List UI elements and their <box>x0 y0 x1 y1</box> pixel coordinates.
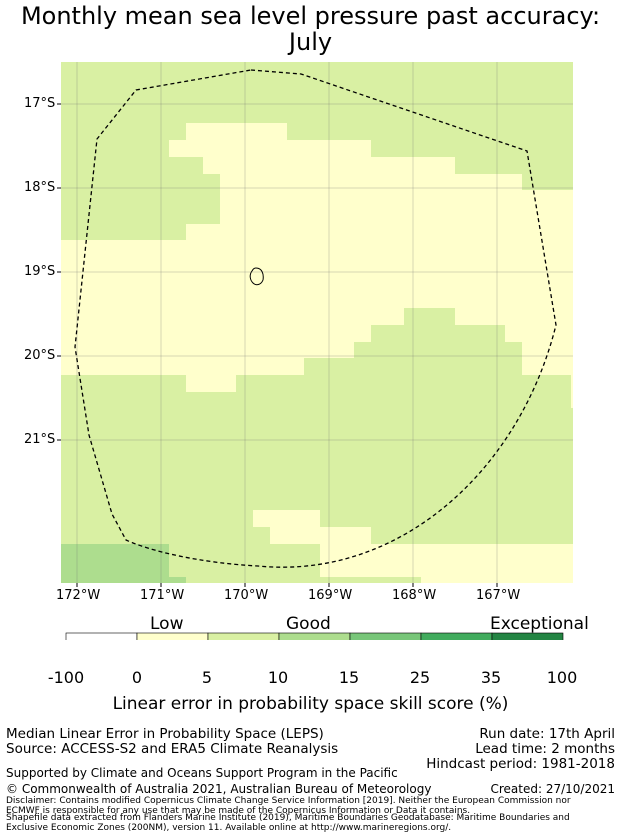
colorbar-title: Linear error in probability space skill … <box>112 694 509 714</box>
colorbar-segment <box>136 632 209 640</box>
lon-ticks <box>76 583 498 587</box>
colorbar-tick: 15 <box>338 668 360 687</box>
source-text: Source: ACCESS-S2 and ERA5 Climate Reana… <box>6 741 339 757</box>
created-date: Created: 27/10/2021 <box>490 782 615 796</box>
lat-label: 19°S <box>24 264 56 279</box>
map-title-line2: July <box>288 28 333 56</box>
colorbar-tick: -100 <box>47 668 85 687</box>
run-date: Run date: 17th April <box>479 726 615 742</box>
map-title-line1: Monthly mean sea level pressure past acc… <box>20 2 601 30</box>
colorbar-segment <box>207 632 280 640</box>
category-good: Good <box>286 614 331 634</box>
shapefile-credit: Shapefile data extracted from Flanders M… <box>6 813 570 833</box>
colorbar-tick: 5 <box>201 668 213 687</box>
colorbar-tick: 10 <box>267 668 289 687</box>
lon-label: 170°W <box>224 588 269 603</box>
island-outline <box>249 267 264 286</box>
method-text: Median Linear Error in Probability Space… <box>6 726 324 742</box>
lon-label: 167°W <box>476 588 521 603</box>
copyright-text: © Commonwealth of Australia 2021, Austra… <box>6 782 432 796</box>
lat-label: 18°S <box>24 180 56 195</box>
lon-label: 169°W <box>308 588 353 603</box>
colorbar-segment <box>420 632 493 640</box>
disclaimer-text: Disclaimer: Contains modified Copernicus… <box>6 796 571 816</box>
lon-label: 171°W <box>140 588 185 603</box>
colorbar-tick: 0 <box>131 668 143 687</box>
eez-boundary <box>74 69 557 568</box>
supported-text: Supported by Climate and Oceans Support … <box>6 766 398 780</box>
lat-label: 21°S <box>24 432 56 447</box>
colorbar <box>65 632 564 640</box>
colorbar-segment <box>278 632 351 640</box>
lon-label: 172°W <box>56 588 101 603</box>
colorbar-segment <box>65 632 138 640</box>
lead-time: Lead time: 2 months <box>475 741 615 757</box>
lat-label: 20°S <box>24 348 56 363</box>
lon-label: 168°W <box>392 588 437 603</box>
colorbar-tick: 100 <box>546 668 578 687</box>
map-gridlines <box>61 62 573 583</box>
lat-label: 17°S <box>24 96 56 111</box>
hindcast-period: Hindcast period: 1981-2018 <box>426 756 615 772</box>
colorbar-tick: 25 <box>409 668 431 687</box>
colorbar-segment <box>491 632 564 640</box>
good-skill-patch <box>61 544 186 583</box>
colorbar-segment <box>349 632 422 640</box>
colorbar-tick: 35 <box>480 668 502 687</box>
lat-ticks <box>57 103 61 441</box>
category-low: Low <box>150 614 184 634</box>
category-exceptional: Exceptional <box>490 614 589 634</box>
skill-map <box>57 62 573 640</box>
